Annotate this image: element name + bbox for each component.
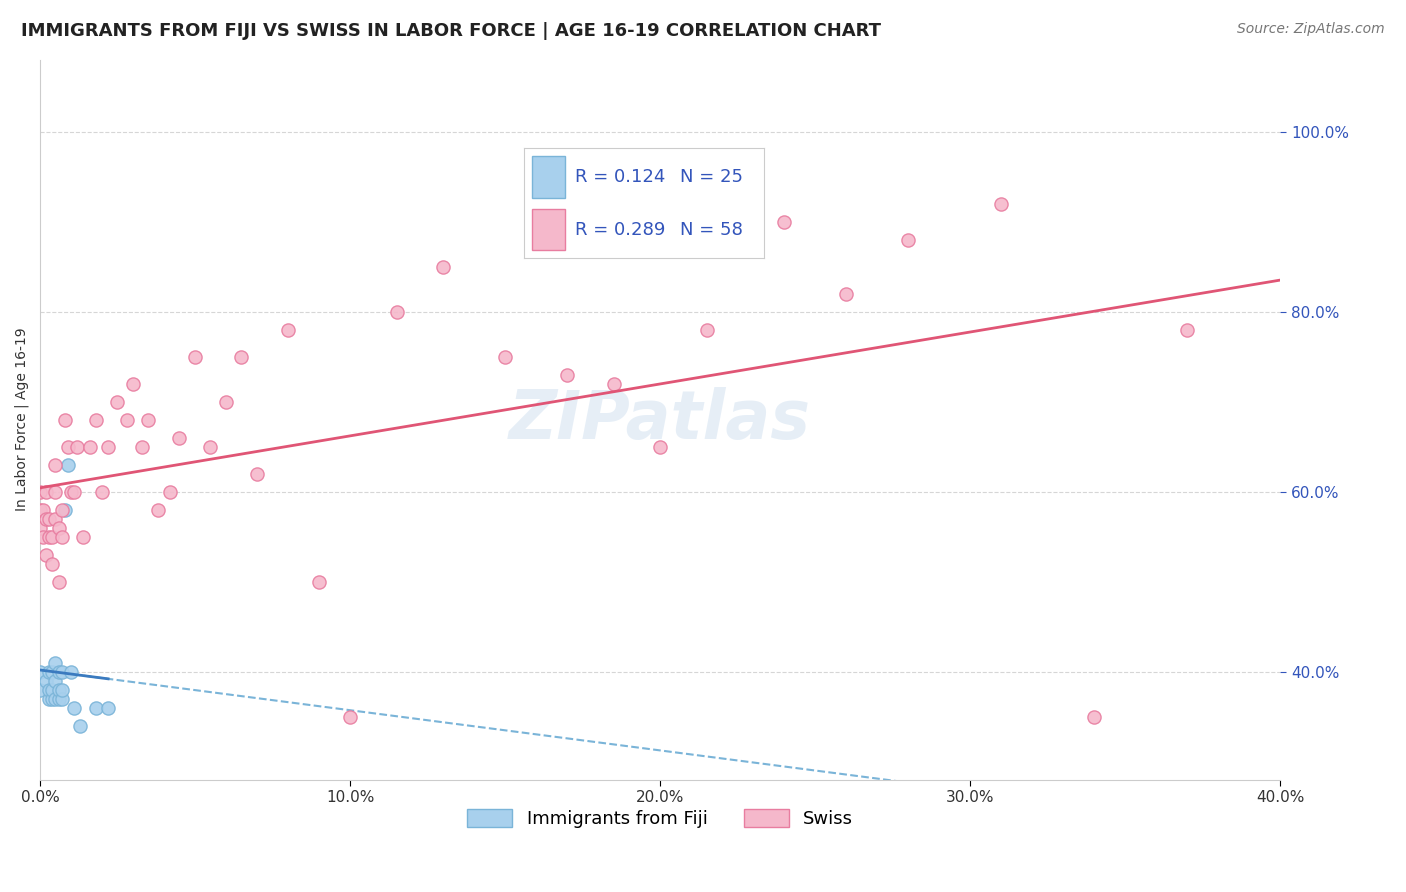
Point [696,323,718,337]
Point [602,376,624,391]
Point [650,440,672,454]
Point [32,530,55,544]
Text: R = 0.289: R = 0.289 [575,220,665,238]
Text: R = 0.124: R = 0.124 [575,168,665,186]
Point [28,502,51,516]
Point [59,484,82,499]
Text: N = 25: N = 25 [681,168,744,186]
Point [48,691,70,706]
Point [28,484,51,499]
Legend: Immigrants from Fiji, Swiss: Immigrants from Fiji, Swiss [460,802,860,836]
Point [494,350,516,364]
Point [169,431,191,445]
Point [48,665,70,679]
Point [432,260,454,274]
Point [897,233,920,247]
Point [35,673,58,688]
Point [200,440,222,454]
Point [41,682,63,697]
Point [63,484,86,499]
Point [1175,323,1198,337]
Point [35,511,58,525]
Point [385,304,408,318]
Point [41,691,63,706]
Point [91,484,114,499]
Point [72,530,94,544]
Point [41,530,63,544]
Point [28,682,51,697]
Point [69,718,91,732]
Point [84,412,107,426]
Point [97,700,120,714]
Point [1083,709,1105,723]
Point [59,665,82,679]
Point [41,665,63,679]
Point [246,467,269,481]
Point [32,502,55,516]
Point [277,323,299,337]
Point [44,511,66,525]
Point [56,458,79,472]
Point [44,673,66,688]
Point [107,394,129,409]
Point [48,574,70,589]
Point [63,700,86,714]
Point [97,440,120,454]
Point [28,520,51,534]
Point [38,511,60,525]
Point [35,484,58,499]
Text: Source: ZipAtlas.com: Source: ZipAtlas.com [1237,22,1385,37]
Point [51,665,73,679]
Text: N = 58: N = 58 [681,220,744,238]
Point [38,665,60,679]
Point [38,682,60,697]
Point [44,484,66,499]
Point [44,691,66,706]
Point [53,412,76,426]
Point [308,574,330,589]
Text: IMMIGRANTS FROM FIJI VS SWISS IN LABOR FORCE | AGE 16-19 CORRELATION CHART: IMMIGRANTS FROM FIJI VS SWISS IN LABOR F… [21,22,882,40]
Point [122,376,145,391]
Point [339,709,361,723]
Point [51,682,73,697]
Point [38,530,60,544]
Point [51,502,73,516]
Point [48,682,70,697]
Point [56,440,79,454]
Point [51,530,73,544]
Point [555,368,578,382]
Point [773,214,796,228]
Point [835,286,858,301]
Point [35,548,58,562]
Point [159,484,181,499]
Point [138,412,160,426]
Point [115,412,138,426]
Point [53,502,76,516]
FancyBboxPatch shape [531,156,565,198]
FancyBboxPatch shape [531,209,565,251]
Point [44,458,66,472]
Point [131,440,153,454]
Point [184,350,207,364]
Point [84,700,107,714]
Text: ZIPatlas: ZIPatlas [509,386,811,452]
Point [28,665,51,679]
Point [215,394,238,409]
Point [48,520,70,534]
Point [146,502,169,516]
Point [66,440,89,454]
Point [990,196,1012,211]
Point [41,557,63,571]
Point [51,691,73,706]
Point [38,691,60,706]
Y-axis label: In Labor Force | Age 16-19: In Labor Force | Age 16-19 [15,327,30,511]
Point [79,440,101,454]
Point [44,656,66,670]
Point [231,350,253,364]
